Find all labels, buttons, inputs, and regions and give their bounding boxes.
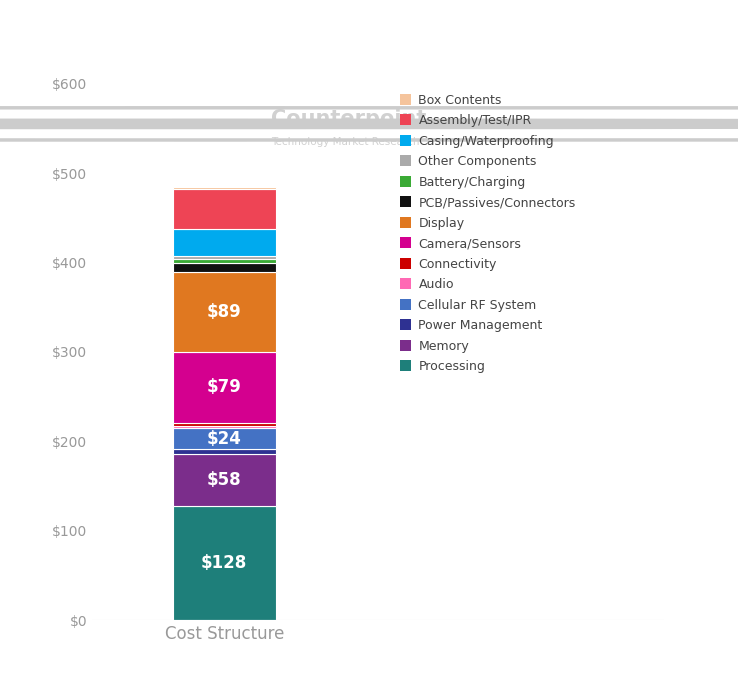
Bar [173,450,275,454]
Bar [173,506,275,620]
Text: $58: $58 [207,471,241,489]
Bar [173,422,275,427]
Bar [173,454,275,506]
Text: $128: $128 [201,554,247,572]
Bar [173,352,275,422]
Bar [173,189,275,229]
Bar [173,229,275,256]
Bar [173,273,275,352]
Bar [173,428,275,450]
Bar [173,259,275,263]
Bar [173,187,275,189]
Text: Technology Market Research: Technology Market Research [271,137,420,147]
Circle shape [0,118,738,129]
Bar [173,263,275,273]
Text: $89: $89 [207,303,241,321]
Legend: Box Contents, Assembly/Test/IPR, Casing/Waterproofing, Other Components, Battery: Box Contents, Assembly/Test/IPR, Casing/… [396,90,579,377]
Bar [173,256,275,259]
Text: $24: $24 [207,430,241,447]
Text: Counterpoint: Counterpoint [271,109,427,130]
Bar [173,427,275,428]
Text: $79: $79 [207,378,241,397]
